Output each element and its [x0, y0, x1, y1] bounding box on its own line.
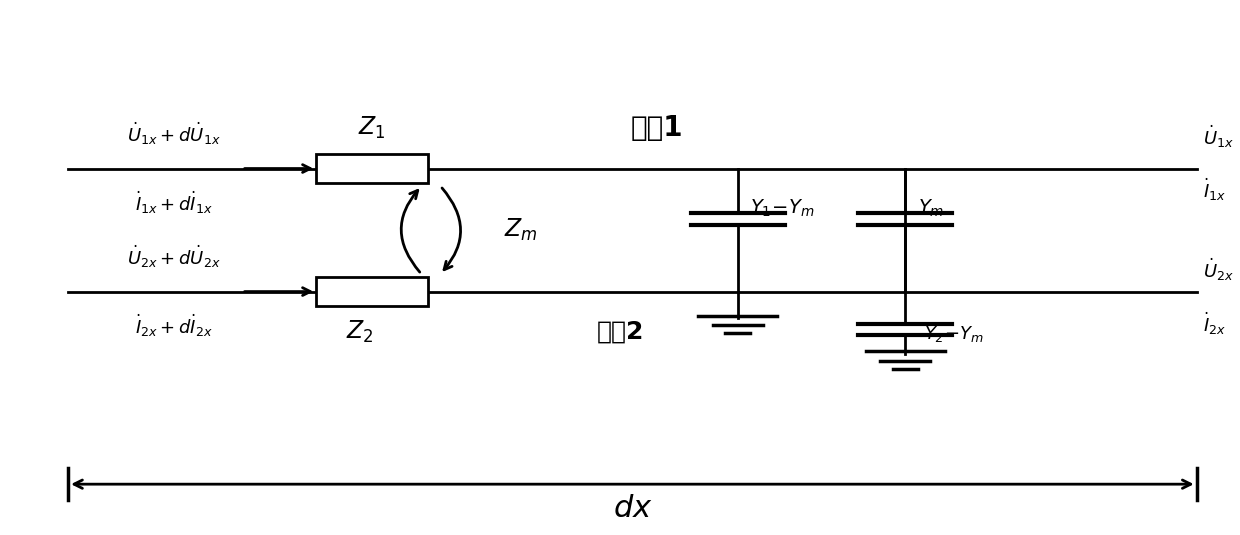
Text: $\dot{U}_{1x}$: $\dot{U}_{1x}$: [1203, 123, 1234, 150]
Text: $\dot{I}_{2x}+d\dot{I}_{2x}$: $\dot{I}_{2x}+d\dot{I}_{2x}$: [135, 313, 212, 340]
Text: $\dot{I}_{1x}$: $\dot{I}_{1x}$: [1203, 177, 1226, 203]
Text: $Z_2$: $Z_2$: [346, 319, 373, 345]
Bar: [316, 277, 428, 306]
Text: $Y_m$: $Y_m$: [918, 198, 944, 219]
Text: 线路2: 线路2: [596, 320, 644, 343]
Text: $Z_m$: $Z_m$: [503, 217, 538, 243]
Text: $\dot{U}_{2x}+d\dot{U}_{2x}$: $\dot{U}_{2x}+d\dot{U}_{2x}$: [126, 243, 221, 270]
Text: $\dot{U}_{1x}+d\dot{U}_{1x}$: $\dot{U}_{1x}+d\dot{U}_{1x}$: [126, 120, 221, 147]
Text: $\dot{U}_{2x}$: $\dot{U}_{2x}$: [1203, 257, 1234, 284]
Text: $Z_1$: $Z_1$: [358, 116, 386, 141]
Text: $\dot{I}_{1x}+d\dot{I}_{1x}$: $\dot{I}_{1x}+d\dot{I}_{1x}$: [135, 190, 212, 217]
Text: $Y_2\!-\!Y_m$: $Y_2\!-\!Y_m$: [924, 324, 985, 345]
Text: $dx$: $dx$: [613, 494, 652, 523]
Bar: [316, 154, 428, 183]
Text: $Y_1\!-\!Y_m$: $Y_1\!-\!Y_m$: [750, 198, 815, 219]
Text: $\dot{I}_{2x}$: $\dot{I}_{2x}$: [1203, 310, 1226, 337]
Text: 线路1: 线路1: [631, 114, 683, 142]
